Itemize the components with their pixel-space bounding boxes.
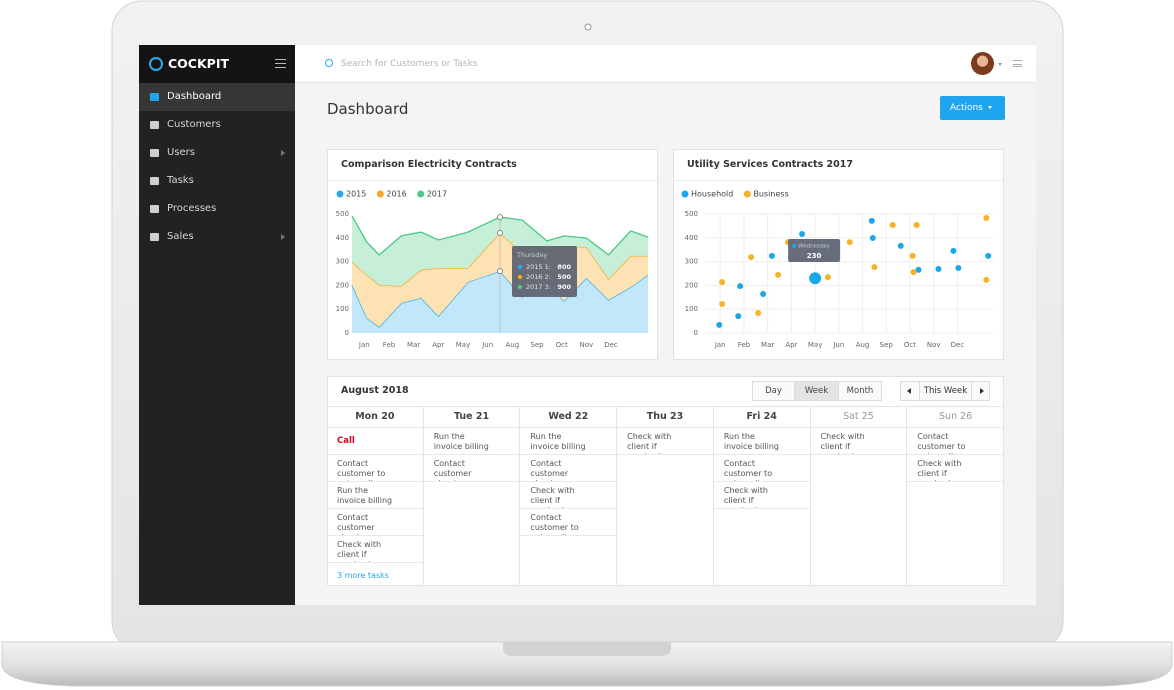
week-nav: This Week bbox=[900, 381, 990, 401]
notch bbox=[503, 642, 671, 656]
view-button[interactable]: Week bbox=[794, 381, 839, 401]
menu-item[interactable]: Dashboard bbox=[139, 83, 295, 111]
menu-item[interactable]: Customers bbox=[139, 111, 295, 139]
options[interactable] bbox=[1013, 60, 1022, 67]
next[interactable] bbox=[971, 382, 990, 400]
chevron bbox=[281, 234, 285, 240]
prev[interactable] bbox=[901, 382, 920, 400]
menu-icon bbox=[150, 93, 159, 101]
view-button[interactable]: Month bbox=[838, 381, 882, 401]
menu-item[interactable]: Tasks bbox=[139, 167, 295, 195]
menu-icon bbox=[150, 177, 159, 185]
task[interactable]: Contact customer to get reading bbox=[520, 509, 617, 536]
menu-label: Tasks bbox=[167, 175, 194, 186]
menu-item[interactable]: Sales bbox=[139, 223, 295, 251]
task[interactable]: Check with client if service is running bbox=[327, 536, 423, 563]
menu-item[interactable]: Processes bbox=[139, 195, 295, 223]
day-header: Sun 26 bbox=[907, 406, 1004, 428]
avatar[interactable] bbox=[971, 52, 994, 75]
view-button[interactable]: Day bbox=[752, 381, 795, 401]
task[interactable]: Contact customer about new plans bbox=[423, 455, 520, 482]
menu-icon bbox=[150, 121, 159, 129]
task[interactable]: Run the invoice billing process bbox=[713, 428, 810, 455]
search-input[interactable]: Search for Customers or Tasks bbox=[341, 59, 478, 69]
day-header: Tue 21 bbox=[423, 406, 520, 428]
chevron bbox=[281, 150, 285, 156]
actions-label: Actions bbox=[950, 103, 983, 113]
day-header: Thu 23 bbox=[617, 406, 713, 428]
task[interactable]: Check with client if service is running bbox=[907, 455, 1004, 482]
task[interactable]: Contact customer to get reading bbox=[327, 455, 423, 482]
actions-button[interactable]: Actions bbox=[940, 96, 1005, 120]
calendar-title: August 2018 bbox=[341, 385, 409, 396]
brand: COCKPIT bbox=[168, 56, 229, 71]
day-header: Mon 20 bbox=[327, 406, 423, 428]
chart-title: Comparison Electricity Contracts bbox=[341, 159, 517, 170]
chart-card: Comparison Electricity Contracts bbox=[327, 149, 658, 360]
task[interactable]: Contact customer to get reading bbox=[713, 455, 810, 482]
search-icon bbox=[325, 59, 333, 67]
menu-icon bbox=[150, 149, 159, 157]
day-header: Wed 22 bbox=[520, 406, 617, 428]
menu-icon bbox=[150, 205, 159, 213]
logo-bar bbox=[139, 45, 295, 83]
task[interactable]: Call Caroline Taylor bbox=[327, 428, 423, 455]
chart-title: Utility Services Contracts 2017 bbox=[687, 159, 853, 170]
view-switch: Day Week Month bbox=[752, 381, 882, 401]
page-title: Dashboard bbox=[327, 100, 409, 118]
task[interactable]: Run the invoice billing process bbox=[327, 482, 423, 509]
menu-label: Dashboard bbox=[167, 91, 222, 102]
sidebar bbox=[139, 45, 295, 605]
menu-label: Sales bbox=[167, 231, 194, 242]
menu-label: Customers bbox=[167, 119, 221, 130]
task[interactable]: Check with client if service is running bbox=[713, 482, 810, 509]
topbar bbox=[295, 45, 1036, 83]
menu-item[interactable]: Users bbox=[139, 139, 295, 167]
this-week[interactable]: This Week bbox=[923, 386, 968, 396]
menu-toggle[interactable] bbox=[275, 59, 286, 68]
task[interactable]: Check with client if service is running bbox=[520, 482, 617, 509]
chart-card: Utility Services Contracts 2017 bbox=[673, 149, 1004, 360]
more-link[interactable]: 3 more tasks bbox=[337, 571, 389, 580]
menu-label: Processes bbox=[167, 203, 217, 214]
day-header: Fri 24 bbox=[713, 406, 810, 428]
camera bbox=[584, 23, 592, 31]
day-header: Sat 25 bbox=[810, 406, 907, 428]
logo-icon bbox=[149, 57, 163, 71]
caret bbox=[998, 63, 1002, 66]
task[interactable]: Run the invoice billing process bbox=[423, 428, 520, 455]
menu-icon bbox=[150, 233, 159, 241]
base bbox=[1, 641, 1173, 687]
task[interactable]: Contact customer about new plans bbox=[327, 509, 423, 536]
task[interactable]: Contact customer to get reading bbox=[907, 428, 1004, 455]
task[interactable]: Check with client if service is running bbox=[617, 428, 713, 455]
task[interactable]: Check with client if service is running bbox=[810, 428, 907, 455]
task[interactable]: Run the invoice billing process bbox=[520, 428, 617, 455]
task[interactable]: Contact customer about new plans bbox=[520, 455, 617, 482]
menu-label: Users bbox=[167, 147, 196, 158]
